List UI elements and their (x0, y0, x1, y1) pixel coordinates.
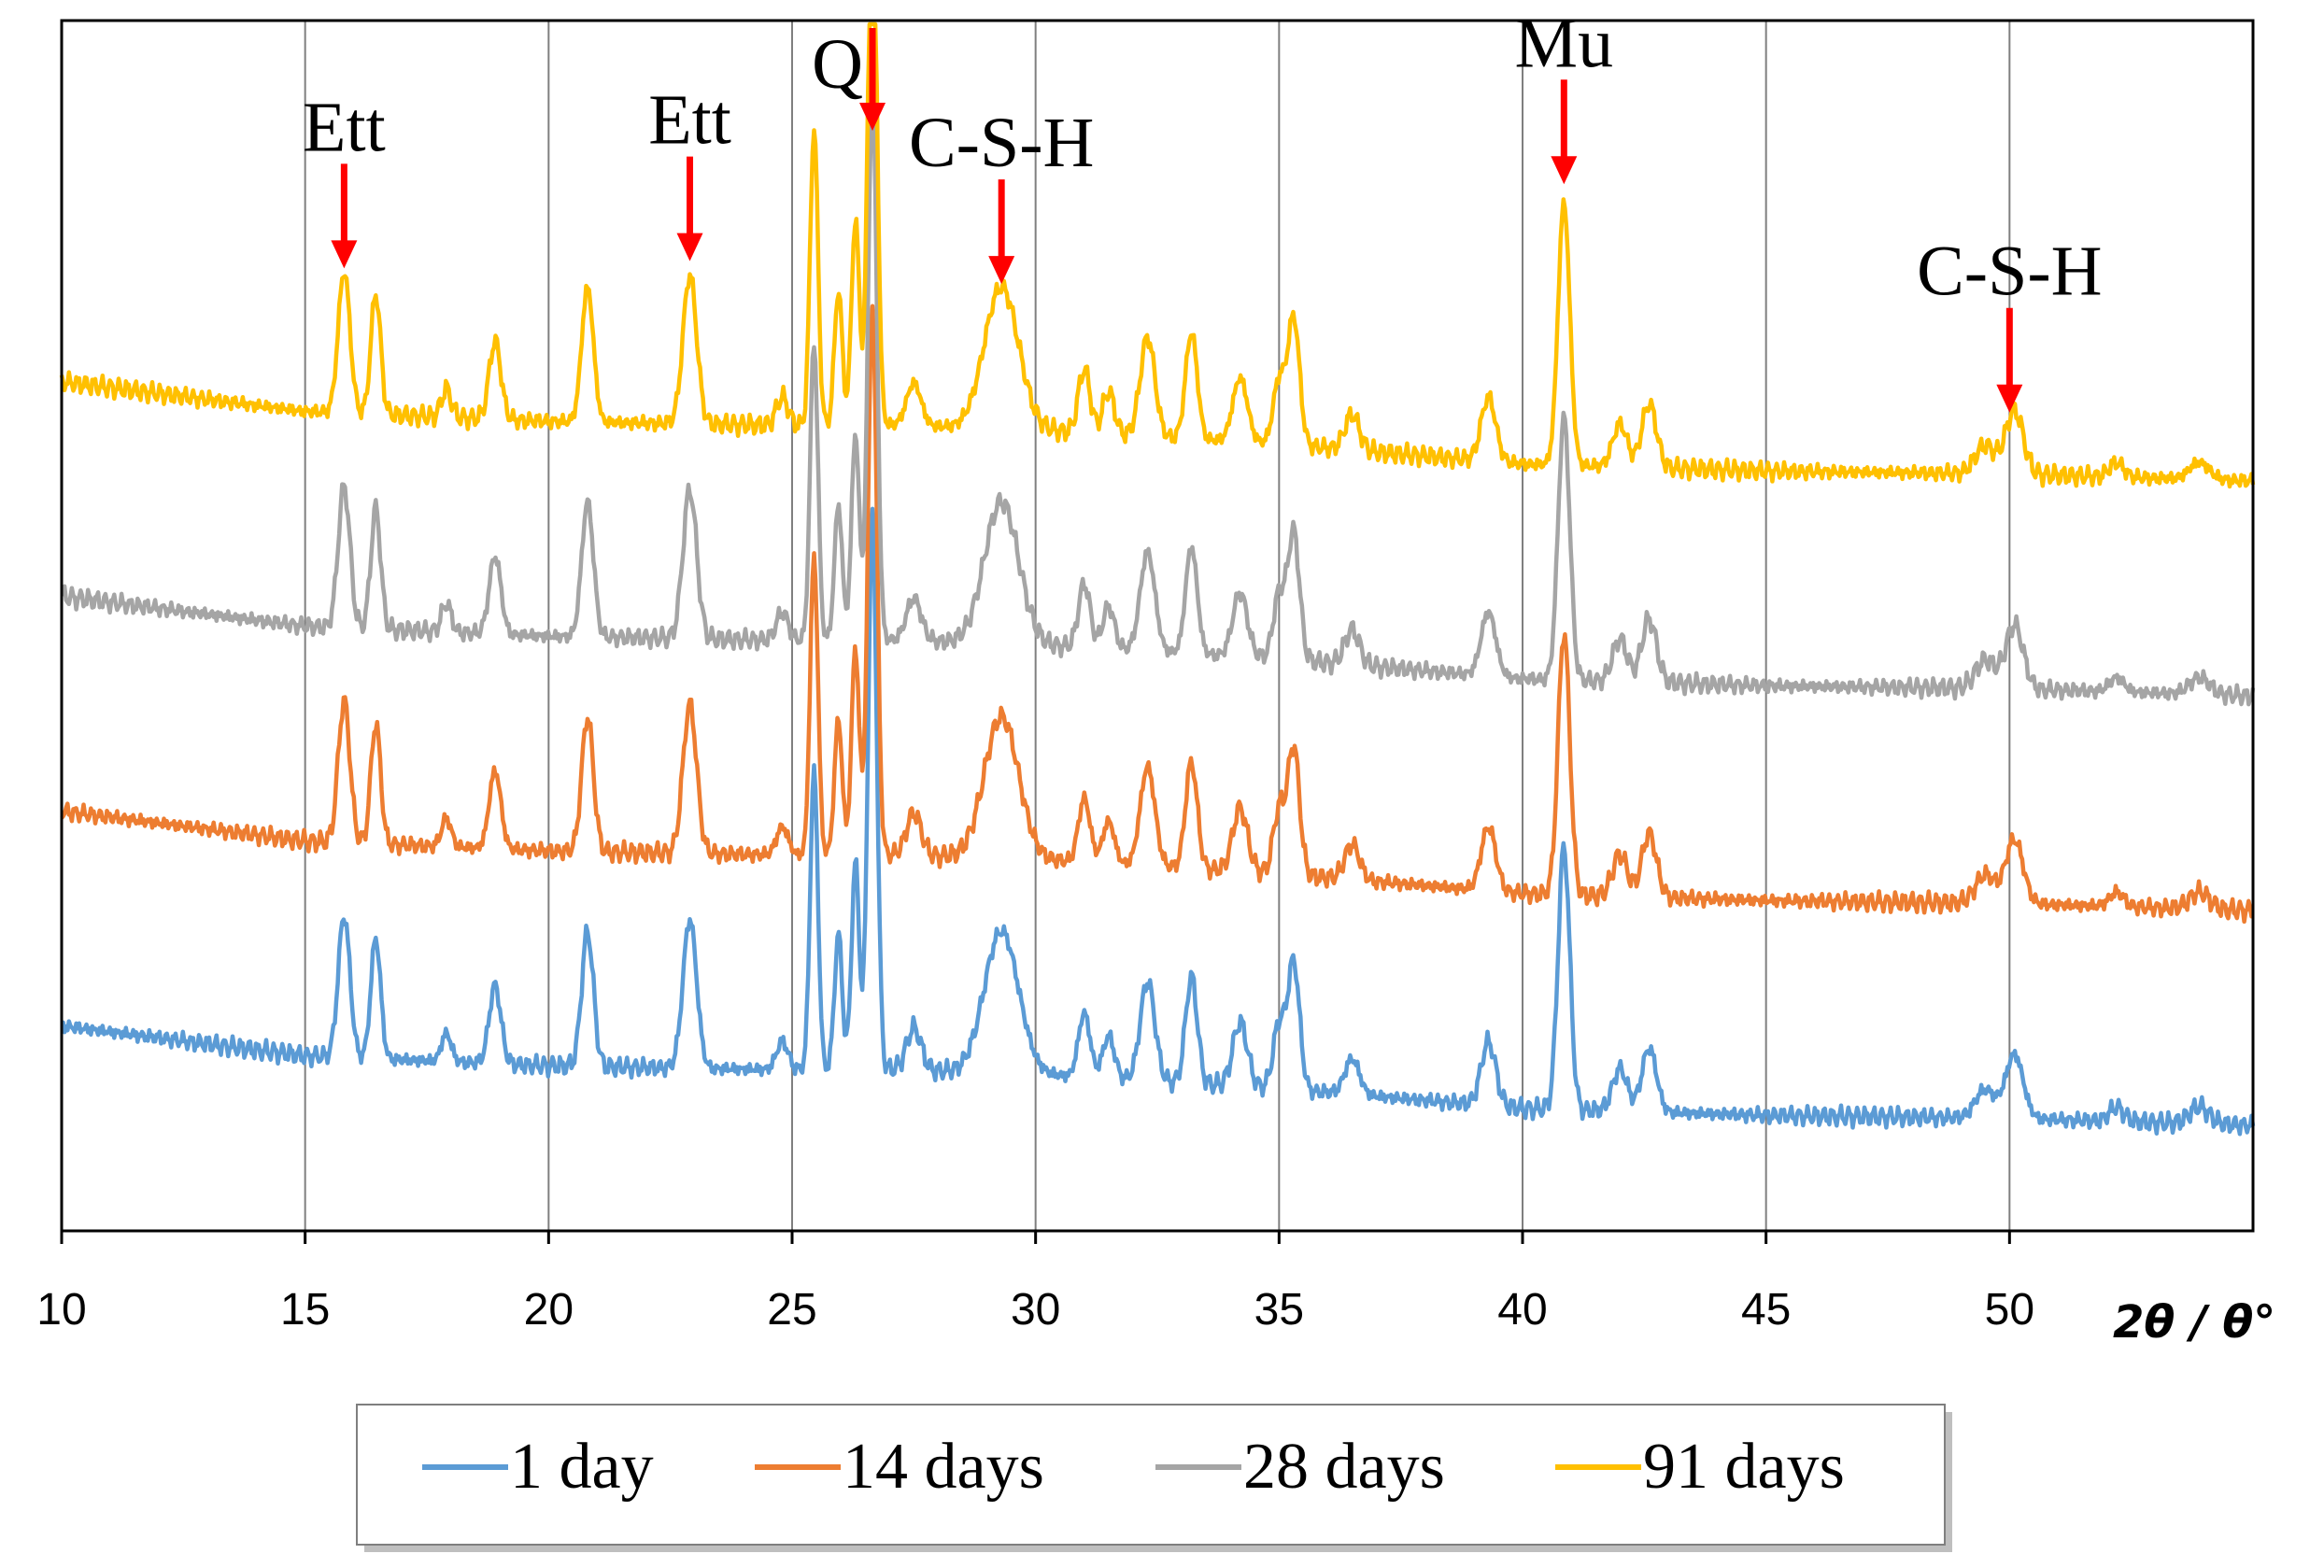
series-line-14-days (60, 304, 2254, 925)
plot-border (60, 19, 2255, 1233)
legend-label: 91 days (1643, 1431, 1845, 1503)
series-line-28-days (60, 82, 2256, 707)
legend-label: 28 days (1243, 1431, 1445, 1503)
legend-label: 1 day (510, 1431, 654, 1503)
annotation-label: Ett (648, 81, 731, 160)
x-tick-label: 10 (36, 1285, 86, 1335)
x-tick-label: 25 (767, 1285, 816, 1335)
annotation-label: C-S-H (1917, 233, 2102, 311)
series-line-91-days (59, 21, 2256, 489)
x-tick-label: 20 (524, 1285, 574, 1335)
annotation-arrow-head (988, 256, 1015, 285)
x-tick-label: 45 (1741, 1285, 1791, 1335)
annotation-arrow-head (1996, 384, 2023, 413)
x-tick-label: 15 (280, 1285, 330, 1335)
legend-label: 14 days (843, 1431, 1044, 1503)
annotation-arrow-head (331, 240, 358, 269)
vertical-gridlines (304, 21, 2011, 1231)
annotation-arrow-head (1551, 156, 1578, 185)
x-axis-ticks: 10 15 20 25 30 35 40 45 50 (36, 1231, 2034, 1335)
annotation-arrow-head (859, 103, 886, 131)
x-tick-label: 50 (1985, 1285, 2034, 1335)
annotation-arrow-head (676, 233, 703, 261)
annotation-label: C-S-H (909, 104, 1094, 182)
x-tick-label: 40 (1497, 1285, 1547, 1335)
peak-annotations: Ett Ett Q C-S-H Mu C-S-H (303, 4, 2103, 413)
legend-box (356, 1404, 1946, 1546)
x-tick-label: 30 (1011, 1285, 1060, 1335)
legend: 1 day 14 days 28 days 91 days (356, 1404, 1952, 1552)
x-tick-label: 35 (1254, 1285, 1304, 1335)
annotation-label: Ett (303, 88, 386, 166)
annotation-label: Q (812, 25, 863, 104)
x-axis-title: 2θ / θ° (2113, 1296, 2275, 1349)
series-lines (59, 21, 2256, 1137)
annotation-label: Mu (1515, 4, 1614, 82)
series-line-1-day (60, 506, 2256, 1137)
